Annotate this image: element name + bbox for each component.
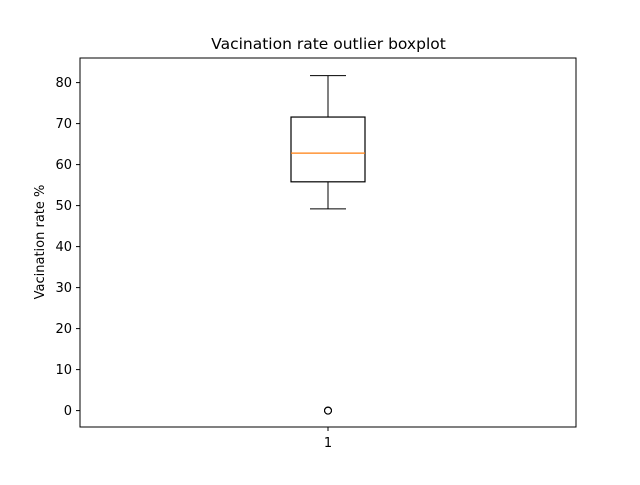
x-tick-label: 1 [324, 436, 332, 451]
y-tick-label: 30 [55, 281, 72, 296]
y-tick-label: 10 [55, 363, 72, 378]
y-tick-label: 0 [64, 404, 72, 419]
y-tick-label: 40 [55, 240, 72, 255]
chart-title: Vacination rate outlier boxplot [211, 35, 446, 53]
y-tick-label: 20 [55, 322, 72, 337]
y-tick-label: 60 [55, 158, 72, 173]
y-tick-label: 70 [55, 117, 72, 132]
plot-area: 0 10 20 30 40 50 60 70 80 1 [55, 57, 577, 451]
iqr-box [290, 116, 366, 183]
outlier-point [324, 406, 332, 415]
y-tick-label: 80 [55, 76, 72, 91]
axes-frame [79, 57, 577, 428]
y-axis-label: Vacination rate % [33, 185, 48, 300]
y-tick-label: 50 [55, 199, 72, 214]
